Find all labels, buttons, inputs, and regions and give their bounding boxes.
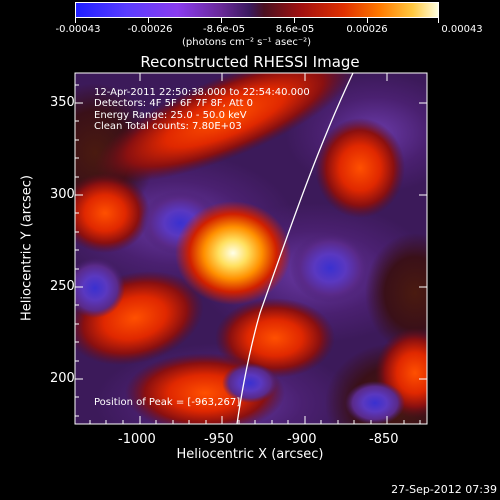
colorbar-tick-label: -0.00026 <box>127 24 173 35</box>
colorbar-tick <box>221 18 222 23</box>
x-axis-label: Heliocentric X (arcsec) <box>176 447 324 462</box>
colorbar-tick-label: -0.00043 <box>55 24 101 35</box>
plot-title: Reconstructed RHESSI Image <box>140 53 360 71</box>
y-tick-label: 300 <box>50 187 75 202</box>
x-tick-label: -850 <box>369 432 399 447</box>
overlay-clean: Clean Total counts: 7.80E+03 <box>94 121 242 132</box>
colorbar-tick <box>438 18 439 23</box>
colorbar-tick <box>367 18 368 23</box>
colorbar-tick <box>148 18 149 23</box>
colorbar-tick <box>75 18 76 23</box>
overlay-detectors: Detectors: 4F 5F 6F 7F 8F, Att 0 <box>94 98 254 109</box>
colorbar-unit-label: (photons cm⁻² s⁻¹ asec⁻²) <box>182 37 312 48</box>
overlay-energy-range: Energy Range: 25.0 - 50.0 keV <box>94 110 247 121</box>
rhessi-image: 12-Apr-2011 22:50:38.000 to 22:54:40.000… <box>75 73 427 424</box>
x-tick-label: -900 <box>287 432 317 447</box>
overlay-time-range: 12-Apr-2011 22:50:38.000 to 22:54:40.000 <box>94 87 310 98</box>
rhessi-image-heatmap <box>75 73 427 424</box>
y-tick-label: 200 <box>50 371 75 386</box>
colorbar-tick <box>294 18 295 23</box>
colorbar-tick-label: 0.00043 <box>441 24 483 35</box>
y-axis-label: Heliocentric Y (arcsec) <box>19 175 35 321</box>
x-tick-label: -1000 <box>118 432 156 447</box>
colorbar-gradient <box>76 3 438 17</box>
colorbar-tick-label: 8.6e-05 <box>275 24 315 35</box>
y-tick-label: 250 <box>50 279 75 294</box>
colorbar-tick-label: -8.6e-05 <box>203 24 245 35</box>
colorbar <box>75 2 439 18</box>
y-tick-label: 350 <box>50 95 75 110</box>
x-tick-label: -950 <box>204 432 234 447</box>
footer-timestamp: 27-Sep-2012 07:39 <box>391 483 497 496</box>
colorbar-tick-label: 0.00026 <box>346 24 388 35</box>
overlay-peak-position: Position of Peak = [-963,267] <box>94 397 241 408</box>
